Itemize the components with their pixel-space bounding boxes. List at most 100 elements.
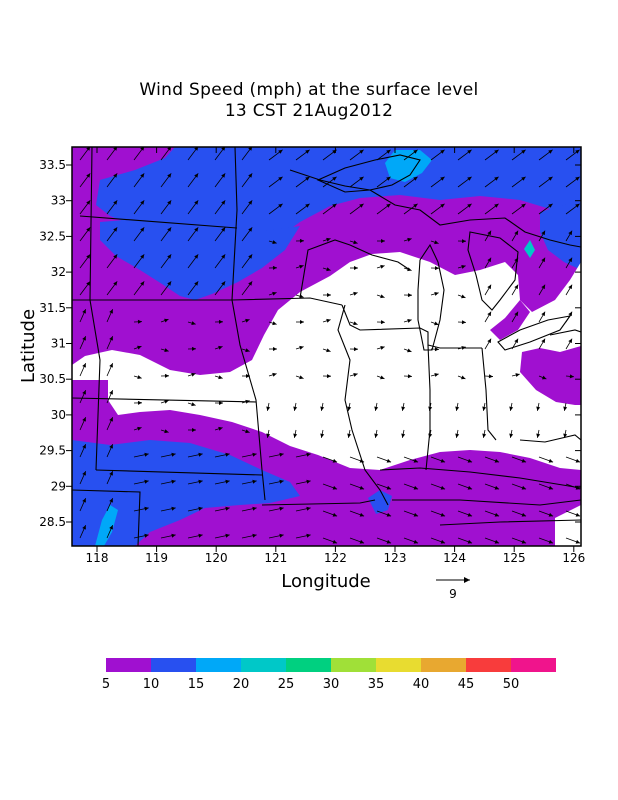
wind-vector-head bbox=[467, 512, 473, 517]
reference-vector-label: 9 bbox=[449, 587, 457, 601]
wind-vector-head bbox=[252, 506, 257, 511]
wind-vector bbox=[133, 345, 142, 350]
wind-vector-head bbox=[521, 458, 527, 463]
wind-vector-head bbox=[137, 426, 142, 431]
boundary-line bbox=[299, 239, 411, 299]
wind-vector-head bbox=[359, 176, 364, 181]
wind-vector-head bbox=[575, 539, 581, 544]
x-tick: 126 bbox=[562, 147, 585, 565]
wind-vector-head bbox=[548, 176, 553, 181]
wind-vector bbox=[268, 533, 284, 539]
wind-vector-head bbox=[434, 373, 439, 377]
wind-vector-head bbox=[380, 294, 385, 299]
wind-vector bbox=[376, 345, 385, 350]
wind-vector-head bbox=[488, 374, 493, 379]
wind-vector bbox=[403, 267, 412, 272]
wind-vector bbox=[376, 294, 385, 299]
wind-vector bbox=[376, 510, 392, 517]
wind-vector-head bbox=[144, 533, 149, 538]
colorbar-swatch bbox=[331, 658, 376, 672]
wind-vector-head bbox=[306, 506, 311, 511]
y-axis: 28.5 29 29.5 30 30.5 31 31.5 32 32.5 33 33.5 bbox=[39, 158, 581, 529]
wind-vector bbox=[403, 537, 419, 544]
wind-vector bbox=[565, 374, 575, 379]
wind-vector-head bbox=[440, 149, 445, 154]
wind-vector-head bbox=[82, 471, 86, 476]
wind-vector bbox=[403, 510, 419, 517]
wind-vector-head bbox=[192, 428, 196, 432]
y-tick: 30 bbox=[51, 408, 581, 422]
plot-frame bbox=[71, 146, 582, 547]
wind-vector bbox=[241, 479, 257, 485]
wind-vector bbox=[160, 227, 172, 242]
wind-vector-head bbox=[113, 227, 118, 232]
wind-vector bbox=[322, 348, 331, 353]
wind-vector bbox=[160, 348, 169, 353]
wind-vector-head bbox=[109, 390, 113, 395]
wind-vector bbox=[457, 149, 472, 161]
wind-vector bbox=[347, 402, 352, 411]
wind-vector bbox=[538, 375, 547, 380]
wind-vector-head bbox=[86, 281, 91, 286]
wind-vector-head bbox=[548, 512, 554, 517]
wind-vector bbox=[322, 510, 338, 517]
wind-vector-head bbox=[252, 533, 257, 538]
wind-vector-head bbox=[461, 239, 466, 244]
wind-vector-head bbox=[109, 336, 113, 341]
wind-vector-head bbox=[167, 173, 172, 178]
wind-vector bbox=[511, 510, 527, 517]
wind-vector bbox=[106, 444, 114, 458]
wind-vector bbox=[376, 537, 392, 544]
x-tick-label: 121 bbox=[264, 551, 287, 565]
wind-vector-head bbox=[407, 267, 412, 272]
wind-vector-head bbox=[221, 200, 226, 205]
wind-vector-head bbox=[482, 433, 487, 438]
wind-vector-head bbox=[198, 533, 203, 538]
wind-vector-head bbox=[306, 452, 311, 457]
wind-vector-head bbox=[225, 452, 230, 457]
wind-vector-head bbox=[144, 506, 149, 511]
wind-vector bbox=[376, 149, 391, 161]
wind-vector-head bbox=[569, 374, 574, 379]
wind-vector-head bbox=[109, 417, 113, 422]
wind-vector bbox=[269, 347, 277, 351]
wind-vector bbox=[403, 203, 418, 215]
x-tick: 123 bbox=[384, 147, 406, 565]
wind-vector-head bbox=[380, 345, 385, 350]
wind-vector bbox=[268, 176, 283, 188]
y-tick-label: 31 bbox=[51, 337, 66, 351]
wind-vector-head bbox=[521, 539, 527, 544]
lake-erie bbox=[497, 315, 572, 351]
wind-vector-head bbox=[218, 319, 223, 324]
wind-vector-head bbox=[164, 348, 169, 353]
wind-vector bbox=[295, 479, 311, 485]
wind-vector bbox=[484, 284, 492, 296]
wind-vector bbox=[374, 402, 379, 411]
wind-vector bbox=[79, 147, 91, 161]
wind-vector bbox=[214, 506, 230, 512]
wind-vector-head bbox=[191, 402, 196, 407]
wind-vector-head bbox=[167, 147, 172, 151]
field-10-15-plains bbox=[100, 218, 300, 300]
wind-vector bbox=[214, 533, 230, 539]
wind-vector-head bbox=[279, 533, 284, 538]
wind-vector bbox=[295, 452, 311, 458]
wind-vector bbox=[323, 293, 331, 297]
great-lakes bbox=[316, 154, 572, 351]
wind-vector-head bbox=[82, 363, 86, 368]
wind-vector bbox=[430, 321, 439, 326]
x-tick: 125 bbox=[503, 147, 526, 565]
wind-vector-head bbox=[467, 149, 472, 154]
wind-vector bbox=[565, 230, 573, 242]
wind-vector-head bbox=[461, 375, 466, 380]
wind-vector-head bbox=[434, 321, 439, 326]
wind-vector-head bbox=[401, 433, 406, 438]
wind-vector-head bbox=[252, 479, 257, 484]
wind-vector bbox=[538, 203, 553, 215]
y-tick: 31.5 bbox=[39, 301, 581, 315]
wind-vector bbox=[79, 336, 87, 350]
wind-vector-head bbox=[386, 458, 392, 463]
wind-vector-head bbox=[514, 257, 519, 263]
wind-vector bbox=[349, 203, 364, 215]
wind-vector-head bbox=[568, 338, 573, 344]
